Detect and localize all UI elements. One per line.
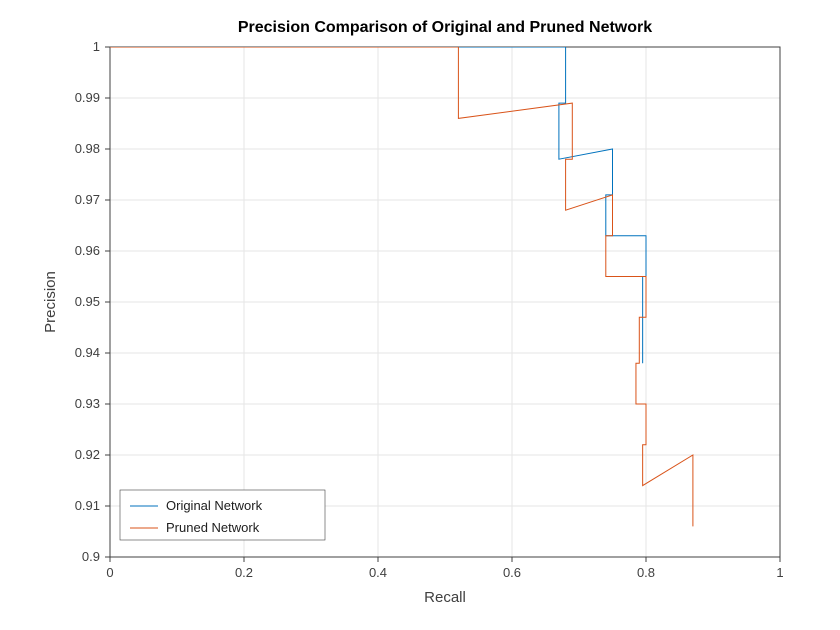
- legend-label: Original Network: [166, 498, 263, 513]
- x-tick-label: 1: [776, 565, 783, 580]
- legend: Original Network Pruned Network: [120, 490, 325, 540]
- y-axis-label: Precision: [42, 271, 59, 333]
- x-tick-label: 0.2: [235, 565, 253, 580]
- y-tick-label: 0.94: [75, 345, 100, 360]
- y-tick-label: 0.9: [82, 549, 100, 564]
- precision-recall-chart: 0 0.2 0.4 0.6 0.8 1 0.9 0.91 0.92 0.93 0.94 0.95 0.9…: [0, 0, 840, 630]
- x-axis-label: Recall: [424, 589, 466, 606]
- y-tick-label: 0.93: [75, 396, 100, 411]
- legend-label: Pruned Network: [166, 520, 260, 535]
- y-tick-label: 1: [93, 39, 100, 54]
- chart-title: Precision Comparison of Original and Pru…: [238, 19, 652, 36]
- y-tick-label: 0.96: [75, 243, 100, 258]
- x-tick-label: 0.6: [503, 565, 521, 580]
- y-tick-label: 0.95: [75, 294, 100, 309]
- y-tick-label: 0.98: [75, 141, 100, 156]
- x-tick-label: 0: [106, 565, 113, 580]
- y-tick-label: 0.99: [75, 90, 100, 105]
- x-tick-label: 0.4: [369, 565, 387, 580]
- y-tick-label: 0.91: [75, 498, 100, 513]
- y-tick-label: 0.92: [75, 447, 100, 462]
- y-tick-label: 0.97: [75, 192, 100, 207]
- x-tick-label: 0.8: [637, 565, 655, 580]
- chart-svg: 0 0.2 0.4 0.6 0.8 1 0.9 0.91 0.92 0.93 0.94 0.95 0.9…: [0, 0, 840, 630]
